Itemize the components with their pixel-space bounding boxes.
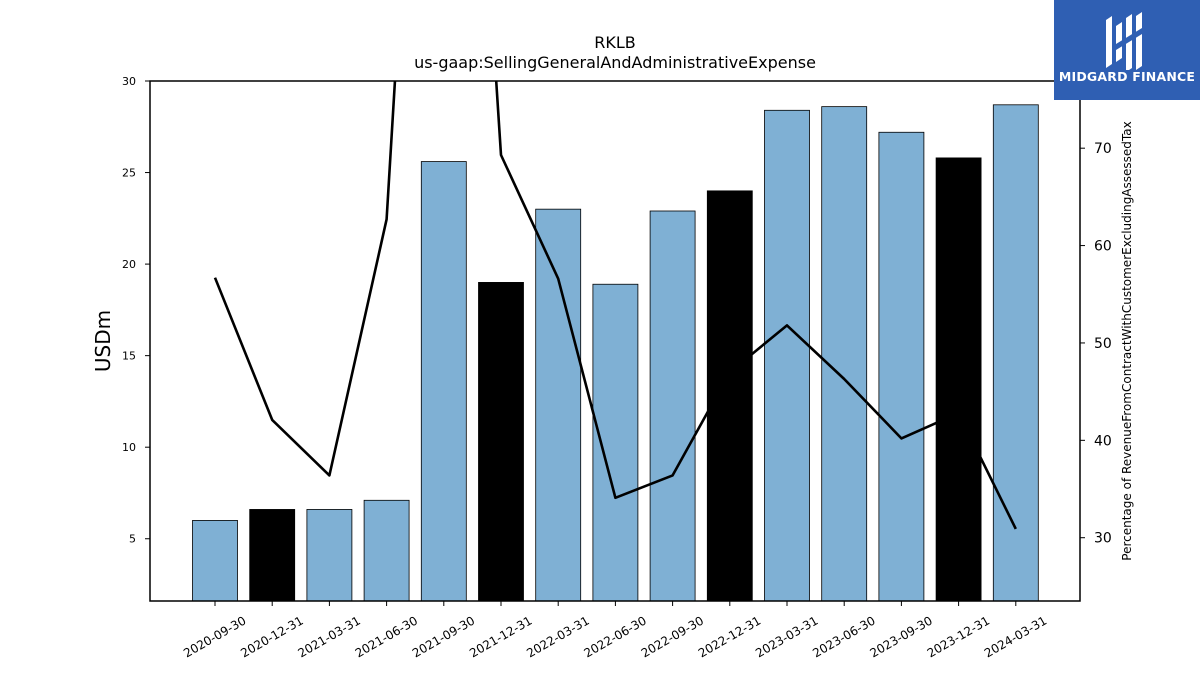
right-axis: 30 40 50 60 70 <box>1080 141 1112 547</box>
y2-tick-label: 40 <box>1094 433 1112 449</box>
bar-2021-03-31 <box>306 509 353 602</box>
percentage-line <box>213 81 1017 530</box>
bar-2022-06-30 <box>592 283 639 602</box>
x-tick-label: 2022-03-31 <box>524 613 591 660</box>
x-tick-label: 2021-12-31 <box>467 613 534 660</box>
y-tick-label: 5 <box>129 533 136 546</box>
bar-2023-06-30 <box>821 106 868 602</box>
y2-tick-label: 60 <box>1094 239 1112 255</box>
x-tick-label: 2023-12-31 <box>925 613 992 660</box>
y-tick-label: 25 <box>122 167 136 180</box>
x-tick-label: 2023-06-30 <box>810 613 877 660</box>
bar-2022-12-31 <box>706 190 753 602</box>
chart-title: RKLB <box>594 33 636 52</box>
x-tick-label: 2022-06-30 <box>581 613 648 660</box>
y-tick-label: 30 <box>122 75 136 88</box>
bar-2021-09-30 <box>420 161 467 602</box>
x-tick-label: 2020-12-31 <box>238 613 305 660</box>
x-tick-label: 2020-09-30 <box>181 613 248 660</box>
x-tick-label: 2024-03-31 <box>982 613 1049 660</box>
midgard-logo-icon <box>1106 12 1142 70</box>
bar-series <box>192 104 1039 602</box>
x-axis: 2020-09-302020-12-312021-03-312021-06-30… <box>181 601 1049 660</box>
x-tick-label: 2022-12-31 <box>696 613 763 660</box>
bar-2024-03-31 <box>992 104 1039 602</box>
bar-2022-09-30 <box>649 210 696 602</box>
x-tick-label: 2021-09-30 <box>410 613 477 660</box>
y2-axis-label: Percentage of RevenueFromContractWithCus… <box>1120 121 1134 560</box>
brand-name: MIDGARD FINANCE <box>1058 69 1196 84</box>
bar-2020-12-31 <box>249 509 296 602</box>
y-tick-label: 20 <box>122 258 136 271</box>
x-tick-label: 2021-03-31 <box>295 613 362 660</box>
x-tick-label: 2023-09-30 <box>867 613 934 660</box>
x-tick-label: 2023-03-31 <box>753 613 820 660</box>
y-tick-label: 10 <box>122 441 136 454</box>
bar-2023-12-31 <box>935 157 982 602</box>
y2-tick-label: 50 <box>1094 336 1112 352</box>
bar-2021-06-30 <box>363 499 410 602</box>
left-axis: 5 10 15 20 25 30 <box>122 75 150 546</box>
bar-2023-03-31 <box>764 109 810 602</box>
bar-2022-03-31 <box>535 208 582 602</box>
bar-2020-09-30 <box>192 520 238 602</box>
chart-subtitle: us-gaap:SellingGeneralAndAdministrativeE… <box>414 53 816 72</box>
y2-tick-label: 70 <box>1094 141 1112 157</box>
bar-2021-12-31 <box>478 282 524 602</box>
bar-2023-09-30 <box>878 131 925 602</box>
brand-logo: MIDGARD FINANCE <box>1054 0 1200 100</box>
x-tick-label: 2022-09-30 <box>639 613 706 660</box>
y-axis-label: USDm <box>91 310 115 372</box>
y-tick-label: 15 <box>122 350 136 363</box>
y2-tick-label: 30 <box>1094 531 1112 547</box>
x-tick-label: 2021-06-30 <box>353 613 420 660</box>
